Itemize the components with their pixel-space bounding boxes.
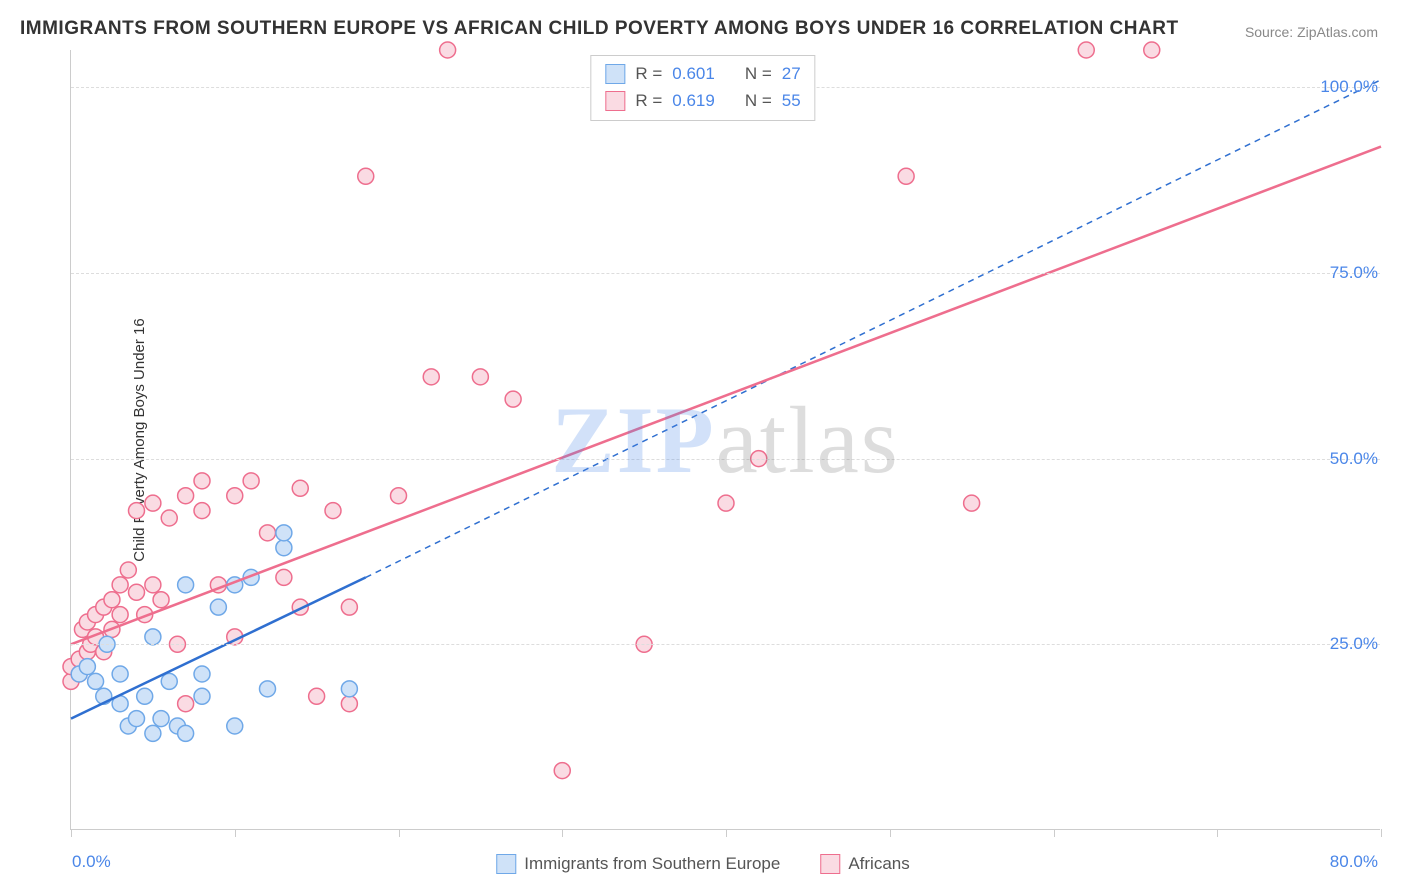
- data-point: [112, 666, 128, 682]
- legend-n-value: 55: [782, 87, 801, 114]
- legend-swatch: [820, 854, 840, 874]
- data-point: [194, 503, 210, 519]
- data-point: [194, 473, 210, 489]
- x-tick: [1054, 829, 1055, 837]
- source-label: Source: ZipAtlas.com: [1245, 24, 1378, 40]
- x-tick: [399, 829, 400, 837]
- legend-label: Immigrants from Southern Europe: [524, 854, 780, 874]
- data-point: [88, 673, 104, 689]
- data-point: [341, 599, 357, 615]
- data-point: [227, 718, 243, 734]
- data-point: [120, 562, 136, 578]
- plot-svg: [71, 50, 1380, 829]
- data-point: [1144, 42, 1160, 58]
- data-point: [276, 569, 292, 585]
- legend-swatch: [496, 854, 516, 874]
- data-point: [161, 673, 177, 689]
- legend-label: Africans: [848, 854, 909, 874]
- data-point: [898, 168, 914, 184]
- legend-n-label: N =: [745, 87, 772, 114]
- y-tick-label: 75.0%: [1330, 263, 1378, 283]
- x-tick: [890, 829, 891, 837]
- x-axis-max-label: 80.0%: [1330, 852, 1378, 872]
- data-point: [194, 688, 210, 704]
- data-point: [260, 525, 276, 541]
- data-point: [505, 391, 521, 407]
- data-point: [112, 577, 128, 593]
- x-tick: [1217, 829, 1218, 837]
- legend-swatch: [605, 64, 625, 84]
- x-axis-min-label: 0.0%: [72, 852, 111, 872]
- data-point: [178, 577, 194, 593]
- data-point: [161, 510, 177, 526]
- data-point: [292, 480, 308, 496]
- legend-n-label: N =: [745, 60, 772, 87]
- gridline: [71, 459, 1380, 460]
- data-point: [964, 495, 980, 511]
- trend-line: [71, 147, 1381, 645]
- x-tick: [562, 829, 563, 837]
- gridline: [71, 644, 1380, 645]
- data-point: [79, 659, 95, 675]
- legend-n-value: 27: [782, 60, 801, 87]
- legend-r-label: R =: [635, 60, 662, 87]
- y-tick-label: 50.0%: [1330, 449, 1378, 469]
- legend-r-value: 0.601: [672, 60, 715, 87]
- data-point: [472, 369, 488, 385]
- data-point: [341, 696, 357, 712]
- legend-item: Africans: [820, 854, 909, 874]
- legend-r-value: 0.619: [672, 87, 715, 114]
- data-point: [210, 599, 226, 615]
- data-point: [112, 607, 128, 623]
- data-point: [1078, 42, 1094, 58]
- data-point: [391, 488, 407, 504]
- data-point: [194, 666, 210, 682]
- data-point: [178, 725, 194, 741]
- plot-area: ZIPatlas: [70, 50, 1380, 830]
- x-tick: [71, 829, 72, 837]
- y-tick-label: 25.0%: [1330, 634, 1378, 654]
- data-point: [178, 488, 194, 504]
- data-point: [129, 584, 145, 600]
- legend-r-label: R =: [635, 87, 662, 114]
- data-point: [145, 629, 161, 645]
- data-point: [325, 503, 341, 519]
- y-tick-label: 100.0%: [1320, 77, 1378, 97]
- data-point: [440, 42, 456, 58]
- trend-line-dashed: [366, 80, 1381, 578]
- data-point: [554, 763, 570, 779]
- chart-title: IMMIGRANTS FROM SOUTHERN EUROPE VS AFRIC…: [20, 18, 1179, 40]
- series-legend: Immigrants from Southern Europe Africans: [496, 854, 909, 874]
- x-tick: [235, 829, 236, 837]
- data-point: [129, 711, 145, 727]
- data-point: [309, 688, 325, 704]
- data-point: [137, 688, 153, 704]
- data-point: [104, 592, 120, 608]
- data-point: [227, 488, 243, 504]
- x-tick: [726, 829, 727, 837]
- data-point: [276, 525, 292, 541]
- data-point: [718, 495, 734, 511]
- data-point: [145, 725, 161, 741]
- correlation-legend: R = 0.601 N = 27 R = 0.619 N = 55: [590, 55, 815, 121]
- data-point: [153, 592, 169, 608]
- legend-item: Immigrants from Southern Europe: [496, 854, 780, 874]
- data-point: [260, 681, 276, 697]
- data-point: [276, 540, 292, 556]
- data-point: [145, 577, 161, 593]
- data-point: [153, 711, 169, 727]
- data-point: [341, 681, 357, 697]
- data-point: [129, 503, 145, 519]
- x-tick: [1381, 829, 1382, 837]
- gridline: [71, 273, 1380, 274]
- data-point: [358, 168, 374, 184]
- data-point: [423, 369, 439, 385]
- legend-row: R = 0.601 N = 27: [605, 60, 800, 87]
- data-point: [178, 696, 194, 712]
- data-point: [243, 473, 259, 489]
- legend-swatch: [605, 91, 625, 111]
- legend-row: R = 0.619 N = 55: [605, 87, 800, 114]
- data-point: [145, 495, 161, 511]
